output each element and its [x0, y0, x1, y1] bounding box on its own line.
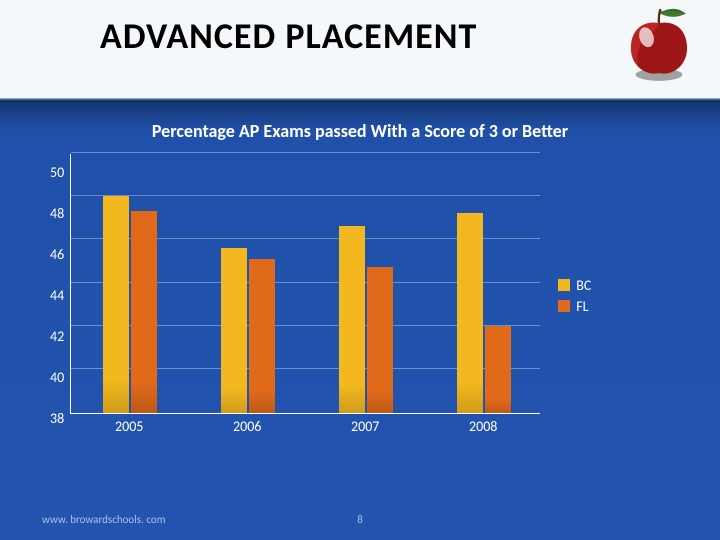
header-area: ADVANCED PLACEMENT: [0, 0, 720, 100]
page-title: ADVANCED PLACEMENT: [100, 14, 477, 58]
page-number: 8: [357, 513, 363, 526]
gridline: [71, 195, 540, 196]
y-tick-label: 50: [50, 166, 64, 180]
chart: Percentage AP Exams passed With a Score …: [50, 120, 670, 480]
x-tick-label: 2006: [233, 418, 261, 435]
slide: ADVANCED PLACEMENT Percentage AP Exams p…: [0, 0, 720, 540]
bar-BC-2005: [103, 196, 129, 413]
y-tick-label: 38: [50, 412, 64, 426]
plot-and-legend: 50 48 46 44 42 40 38 2005 2006 2007 2008 BC FL: [50, 151, 670, 441]
x-tick-label: 2005: [115, 418, 143, 435]
y-tick-label: 44: [50, 289, 64, 303]
y-tick-label: 46: [50, 248, 64, 262]
bar-FL-2007: [367, 267, 393, 412]
gridline: [71, 152, 540, 153]
bar-FL-2005: [131, 211, 157, 413]
y-axis: 50 48 46 44 42 40 38: [50, 166, 70, 426]
apple-icon: [620, 6, 698, 84]
plot-area: [70, 154, 540, 414]
x-axis: 2005 2006 2007 2008: [70, 414, 540, 438]
legend: BC FL: [558, 273, 591, 319]
x-tick-label: 2007: [351, 418, 379, 435]
legend-label: FL: [576, 298, 588, 315]
x-tick-label: 2008: [469, 418, 497, 435]
footer-url: www. browardschools. com: [42, 513, 165, 526]
bar-BC-2007: [339, 226, 365, 412]
y-tick-label: 48: [50, 207, 64, 221]
bar-BC-2006: [221, 248, 247, 413]
legend-item-BC: BC: [558, 277, 591, 294]
legend-swatch: [558, 300, 570, 312]
chart-title: Percentage AP Exams passed With a Score …: [50, 120, 670, 143]
legend-swatch: [558, 279, 570, 291]
y-tick-label: 40: [50, 371, 64, 385]
y-tick-label: 42: [50, 330, 64, 344]
legend-item-FL: FL: [558, 298, 591, 315]
bar-FL-2008: [485, 326, 511, 413]
bar-FL-2006: [249, 259, 275, 413]
bar-BC-2008: [457, 213, 483, 412]
legend-label: BC: [576, 277, 591, 294]
